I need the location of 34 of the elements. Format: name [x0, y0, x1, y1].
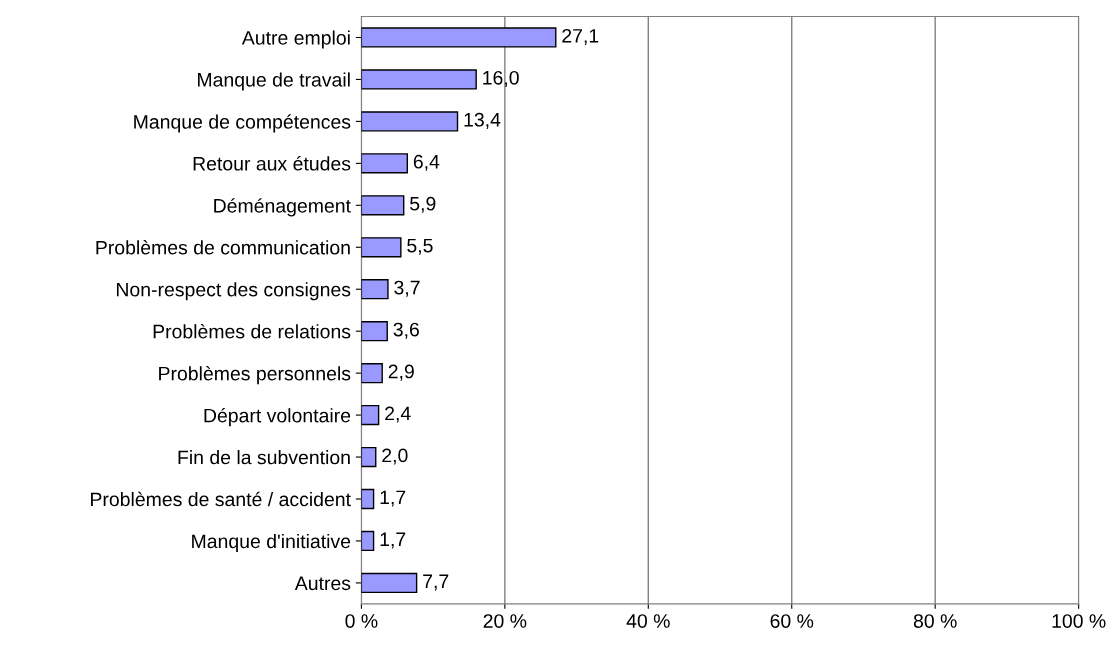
data-label: 1,7 [380, 490, 406, 507]
data-label: 5,9 [410, 196, 436, 213]
data-label: 7,7 [423, 574, 449, 591]
y-tick-label: Manque de compétences [134, 114, 351, 133]
data-label: 5,5 [407, 238, 433, 255]
data-label: 2,0 [382, 448, 408, 465]
y-tick-label: Autres [294, 576, 351, 591]
y-tick-label: Retour aux études [193, 156, 351, 171]
y-tick-label: Problèmes personnels [159, 365, 351, 385]
y-tick-label: Problèmes de santé / accident [91, 491, 351, 507]
x-tick-label: 80 % [913, 614, 957, 628]
x-tick-label: 100 % [1052, 614, 1106, 628]
data-label: 27,1 [562, 28, 599, 45]
data-label: 3,7 [394, 280, 420, 297]
data-label: 2,4 [385, 406, 411, 423]
y-tick-label: Fin de la subvention [178, 450, 350, 465]
y-tick-label: Problèmes de communication [96, 239, 350, 255]
data-label: 6,4 [413, 154, 440, 171]
y-tick-label: Déménagement [214, 198, 351, 217]
y-tick-label: Problèmes de relations [153, 323, 351, 339]
data-label: 13,4 [464, 112, 501, 129]
x-tick-label: 0 % [345, 614, 378, 628]
y-tick-label: Départ volontaire [204, 407, 351, 427]
y-tick-label: Manque de travail [198, 72, 350, 91]
x-tick-label: 40 % [626, 614, 670, 628]
data-label: 1,7 [380, 532, 406, 549]
x-tick-label: 60 % [770, 614, 814, 628]
x-tick-label: 20 % [483, 614, 527, 628]
data-label: 16,0 [483, 70, 519, 87]
data-label: 3,6 [393, 322, 419, 339]
y-tick-label: Autre emploi [241, 30, 350, 49]
data-label: 2,9 [388, 364, 414, 381]
y-tick-label: Non-respect des consignes [116, 282, 351, 301]
y-tick-label: Manque d'initiative [192, 533, 351, 553]
